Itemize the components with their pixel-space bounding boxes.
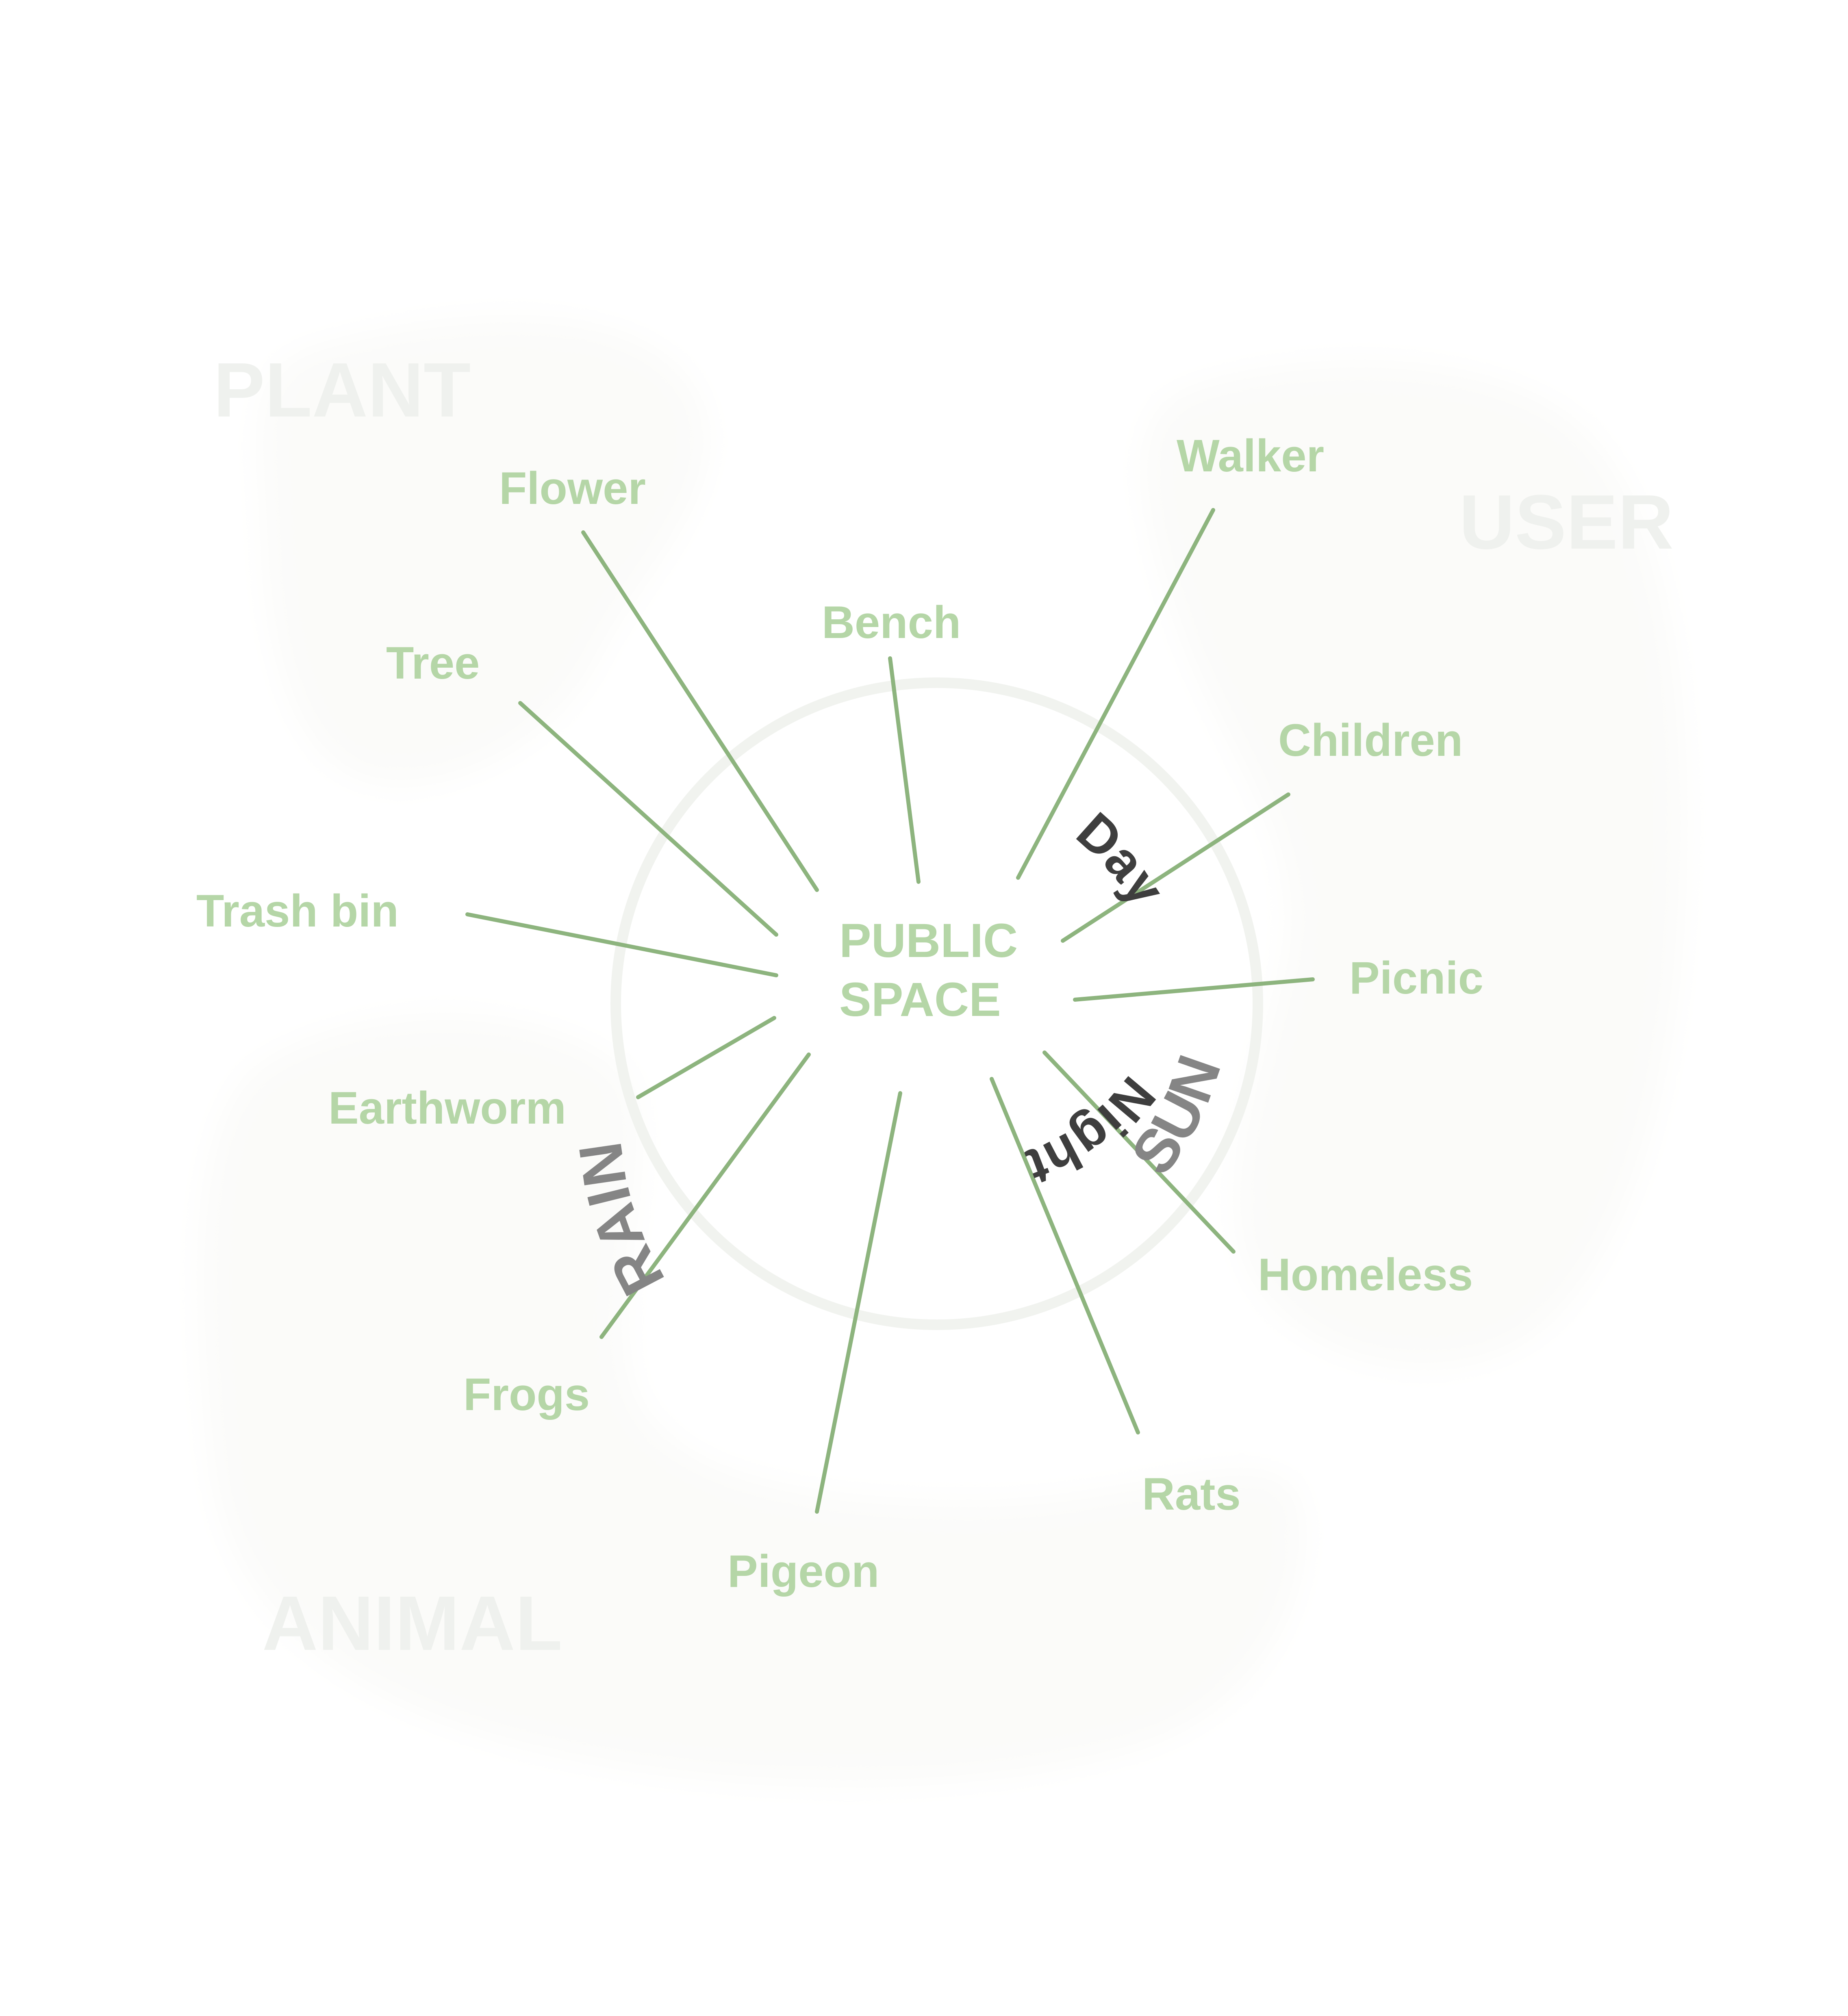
node-earthworm: Earthworm [328, 1083, 566, 1133]
connector-bench [888, 656, 921, 884]
plant-blob [259, 318, 708, 785]
node-walker: Walker [1177, 430, 1324, 481]
connector-trash-bin [465, 912, 778, 977]
arc-label-day-path: Day [1066, 801, 1177, 916]
connector-rats [990, 1077, 1140, 1434]
connector-children [1061, 792, 1290, 943]
connector-earthworm [636, 1016, 776, 1099]
group-blobs [200, 318, 1684, 1784]
node-frogs: Frogs [463, 1369, 590, 1420]
node-pigeon: Pigeon [727, 1546, 879, 1597]
node-tree: Tree [386, 638, 480, 688]
connector-flower [581, 530, 819, 892]
node-homeless: Homeless [1258, 1249, 1473, 1300]
cycle-ring [610, 677, 1263, 1330]
node-flower: Flower [499, 463, 646, 514]
connector-pigeon [815, 1091, 902, 1514]
connector-picnic [1073, 977, 1315, 1002]
node-trash-bin: Trash bin [196, 885, 399, 936]
center-node: PUBLIC SPACE [839, 914, 1018, 1026]
animal-blob [200, 1016, 1304, 1784]
arc-label-day: Day [1066, 801, 1177, 916]
group-label-user: USER [1459, 479, 1674, 565]
connector-homeless [1042, 1050, 1236, 1254]
connector-walker [1016, 508, 1215, 880]
node-rats: Rats [1142, 1469, 1241, 1519]
group-label-plant: PLANT [213, 347, 471, 433]
node-labels: Flower Tree Bench Walker Children Picnic… [196, 430, 1483, 1597]
node-children: Children [1278, 715, 1463, 766]
connectors [465, 508, 1315, 1514]
user-blob [1143, 363, 1684, 1367]
node-bench: Bench [822, 597, 961, 648]
center-label-line1: PUBLIC [839, 914, 1018, 968]
group-label-animal: ANIMAL [262, 1580, 562, 1667]
center-label-line2: SPACE [839, 973, 1001, 1026]
connector-tree [518, 701, 778, 937]
connector-frogs [599, 1052, 811, 1339]
node-picnic: Picnic [1349, 953, 1483, 1003]
